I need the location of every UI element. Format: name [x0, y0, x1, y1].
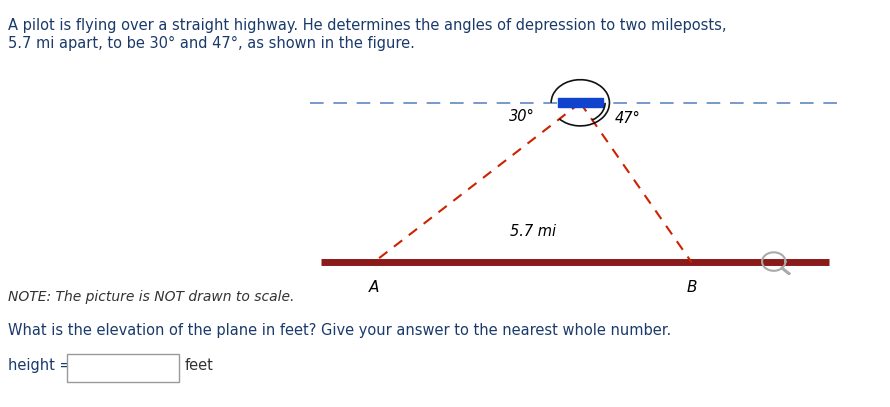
- Text: A pilot is flying over a straight highway. He determines the angles of depressio: A pilot is flying over a straight highwa…: [8, 18, 726, 33]
- Text: NOTE: The picture is NOT drawn to scale.: NOTE: The picture is NOT drawn to scale.: [8, 290, 295, 304]
- Text: 30°: 30°: [509, 109, 535, 124]
- Text: 5.7 mi apart, to be 30° and 47°, as shown in the figure.: 5.7 mi apart, to be 30° and 47°, as show…: [8, 36, 415, 51]
- Text: height =: height =: [8, 358, 71, 373]
- Text: What is the elevation of the plane in feet? Give your answer to the nearest whol: What is the elevation of the plane in fe…: [8, 323, 671, 338]
- Text: A: A: [368, 280, 379, 295]
- FancyBboxPatch shape: [67, 354, 179, 382]
- Bar: [558, 98, 603, 107]
- Text: 5.7 mi: 5.7 mi: [510, 224, 555, 239]
- Text: B: B: [686, 280, 697, 295]
- Text: feet: feet: [185, 358, 214, 373]
- Text: 47°: 47°: [615, 111, 641, 126]
